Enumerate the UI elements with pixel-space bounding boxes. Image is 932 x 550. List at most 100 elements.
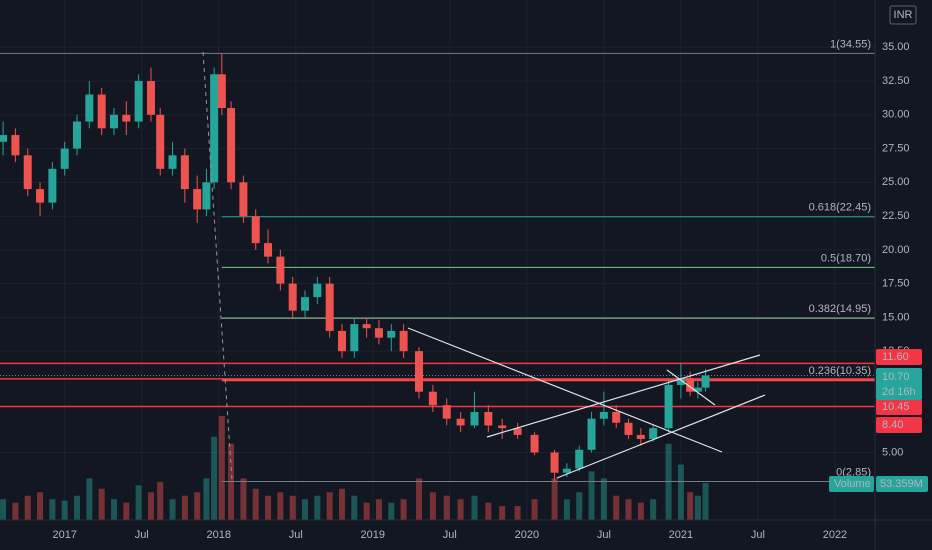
candle-body [664,384,673,429]
currency-box [889,5,917,25]
volume-bar [218,416,225,520]
volume-bar [86,478,93,520]
candle-body [498,425,507,429]
candle-body [227,108,236,183]
x-tick-label: 2019 [361,529,385,541]
candle-body [325,283,334,331]
candle-body [168,155,177,169]
y-tick-label: 5.00 [882,446,903,458]
candle-body [146,81,155,115]
volume-bar [49,499,56,520]
candle-body [612,411,621,423]
x-tick-label: 2017 [52,529,76,541]
trendlines [407,327,766,479]
volume-bar [314,495,321,520]
candle-body [97,94,106,129]
y-tick-label: 35.00 [882,41,910,53]
candle-body [313,283,322,298]
volume-bar [74,495,81,520]
volume-bar [429,492,436,520]
candle-body [530,434,539,453]
y-tick-label: 22.50 [882,210,910,222]
volume-bar [277,492,284,520]
candle-body [48,168,57,203]
volume-bar [388,502,395,520]
volume-bar [499,506,506,520]
volume-bar [650,499,657,520]
fib-label: 0.5(18.70) [821,252,871,264]
volume-bar [194,492,201,520]
volume-bar [677,464,684,520]
last-price: 10.70 [882,371,910,383]
volume-bar [400,499,407,520]
volume-bar [12,502,19,520]
trendline [407,327,723,453]
level-badge [876,349,922,365]
volume-bar [471,495,478,520]
currency: INR [894,9,913,21]
candle-body [239,182,248,217]
volume-bar [37,492,44,520]
x-tick-label: Jul [443,529,457,541]
candle-body [134,81,143,122]
volume-bar [265,495,272,520]
grid [0,0,875,520]
volume-name-badge [829,476,874,492]
volume-bar [576,492,583,520]
y-tick-label: 32.50 [882,75,910,87]
volume-bar [531,499,538,520]
trendline [486,354,761,438]
candle-body [288,283,297,311]
candle-body [636,434,645,439]
volume-bar [169,499,176,520]
candle-body [550,452,559,473]
volume-name: Volume [834,478,871,490]
volume-bar [98,488,105,520]
candles [0,53,710,482]
volume-badge [876,476,928,492]
x-tick-label: 2022 [823,529,847,541]
candle-body [442,405,451,419]
fib-label: 0.382(14.95) [809,303,871,315]
candle-body [193,189,202,210]
volume-pane [0,416,709,520]
y-tick-label: 30.00 [882,109,910,121]
volume-bar [181,495,188,520]
candle-body [251,216,260,244]
volume-bar [289,495,296,520]
volume-bar [147,492,154,520]
volume-value: 53.359M [880,478,923,490]
level-badge-label: 11.60 [882,351,909,363]
x-tick-label: Jul [751,529,765,541]
candle-body [686,378,695,392]
candle-body [415,351,424,392]
volume-bar [443,495,450,520]
candle-body [484,411,493,426]
candle-body [701,375,710,388]
candle-body [693,387,702,392]
volume-bar [211,436,218,520]
candle-body [73,121,82,149]
volume-bar [326,492,333,520]
candle-body [599,411,608,419]
candle-body [301,297,310,311]
volume-bar [252,488,259,520]
candle-body [217,74,226,109]
volume-bar [588,471,595,520]
level-badge [876,399,922,415]
candle-body [387,330,396,338]
volume-bar [363,502,370,520]
volume-bar [600,478,607,520]
volume-bar [702,483,709,520]
fib-label: 1(34.55) [830,38,871,50]
candle-body [624,422,633,435]
candle-body [470,411,479,426]
trendline [556,394,766,479]
volume-bar [613,495,620,520]
volume-bar [240,478,247,520]
volume-bar [203,478,210,520]
volume-bar [338,488,345,520]
y-tick-label: 27.50 [882,142,910,154]
volume-bar [0,499,7,520]
